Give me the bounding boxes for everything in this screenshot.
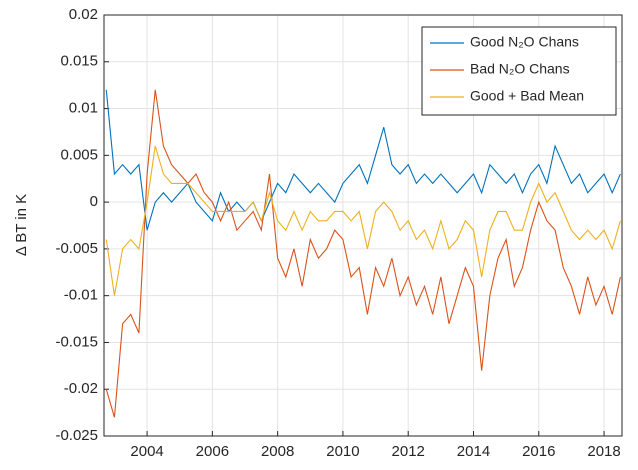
legend-box [421, 26, 617, 116]
x-tick-label: 2006 [196, 443, 229, 460]
plot-frame [103, 14, 623, 437]
x-tick-label: 2010 [326, 443, 359, 460]
x-tick-label: 2014 [457, 443, 490, 460]
series-line [105, 89, 621, 231]
y-tick-label: -0.025 [55, 427, 98, 444]
x-tick-label: 2018 [587, 443, 620, 460]
y-tick-label: 0.02 [69, 6, 98, 23]
x-tick-label: 2004 [130, 443, 163, 460]
legend: Good N₂O Chans Bad N₂O Chans Good + Bad Me… [421, 26, 617, 116]
series-line [105, 145, 621, 296]
y-tick-label: 0.01 [69, 100, 98, 117]
x-tick-label: 2012 [392, 443, 425, 460]
y-tick-label: -0.02 [64, 380, 98, 397]
y-tick-label: -0.005 [55, 240, 98, 257]
y-axis-label: Δ BT in K [13, 194, 30, 256]
series-line [105, 89, 621, 418]
x-tick-label: 2008 [261, 443, 294, 460]
legend-label: Good + Bad Mean [470, 88, 584, 104]
y-tick-label: 0.015 [60, 53, 98, 70]
legend-label: Bad N₂O Chans [470, 61, 570, 77]
y-tick-label: -0.01 [64, 287, 98, 304]
legend-label: Good N₂O Chans [470, 34, 579, 50]
y-tick-label: 0.005 [60, 146, 98, 163]
y-tick-label: -0.015 [55, 333, 98, 350]
x-tick-label: 2016 [522, 443, 555, 460]
y-tick-label: 0 [90, 193, 98, 210]
